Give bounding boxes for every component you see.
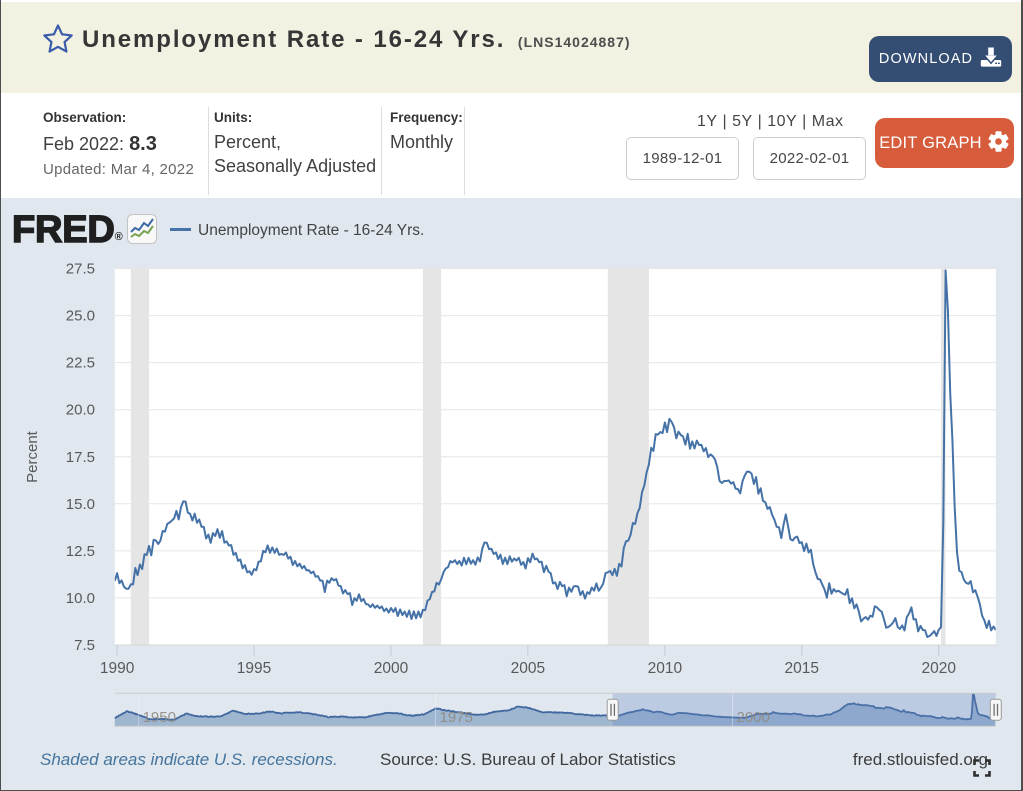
svg-text:2000: 2000 [737, 709, 770, 726]
svg-text:Percent: Percent [24, 430, 41, 483]
svg-text:27.5: 27.5 [66, 261, 95, 278]
svg-text:1975: 1975 [440, 709, 473, 726]
svg-text:1950: 1950 [143, 709, 176, 726]
svg-text:2010: 2010 [648, 660, 683, 677]
svg-text:2000: 2000 [374, 660, 409, 677]
svg-text:2020: 2020 [921, 660, 956, 677]
svg-text:12.5: 12.5 [66, 543, 95, 560]
svg-text:20.0: 20.0 [66, 402, 95, 419]
svg-text:1990: 1990 [100, 660, 135, 677]
svg-text:2015: 2015 [785, 660, 819, 677]
svg-text:1995: 1995 [237, 660, 271, 677]
svg-text:15.0: 15.0 [66, 496, 95, 513]
svg-text:2005: 2005 [511, 660, 545, 677]
svg-text:22.5: 22.5 [66, 355, 95, 372]
svg-text:25.0: 25.0 [66, 308, 95, 325]
svg-text:10.0: 10.0 [66, 590, 95, 607]
svg-text:17.5: 17.5 [66, 449, 95, 466]
svg-text:7.5: 7.5 [74, 637, 95, 654]
